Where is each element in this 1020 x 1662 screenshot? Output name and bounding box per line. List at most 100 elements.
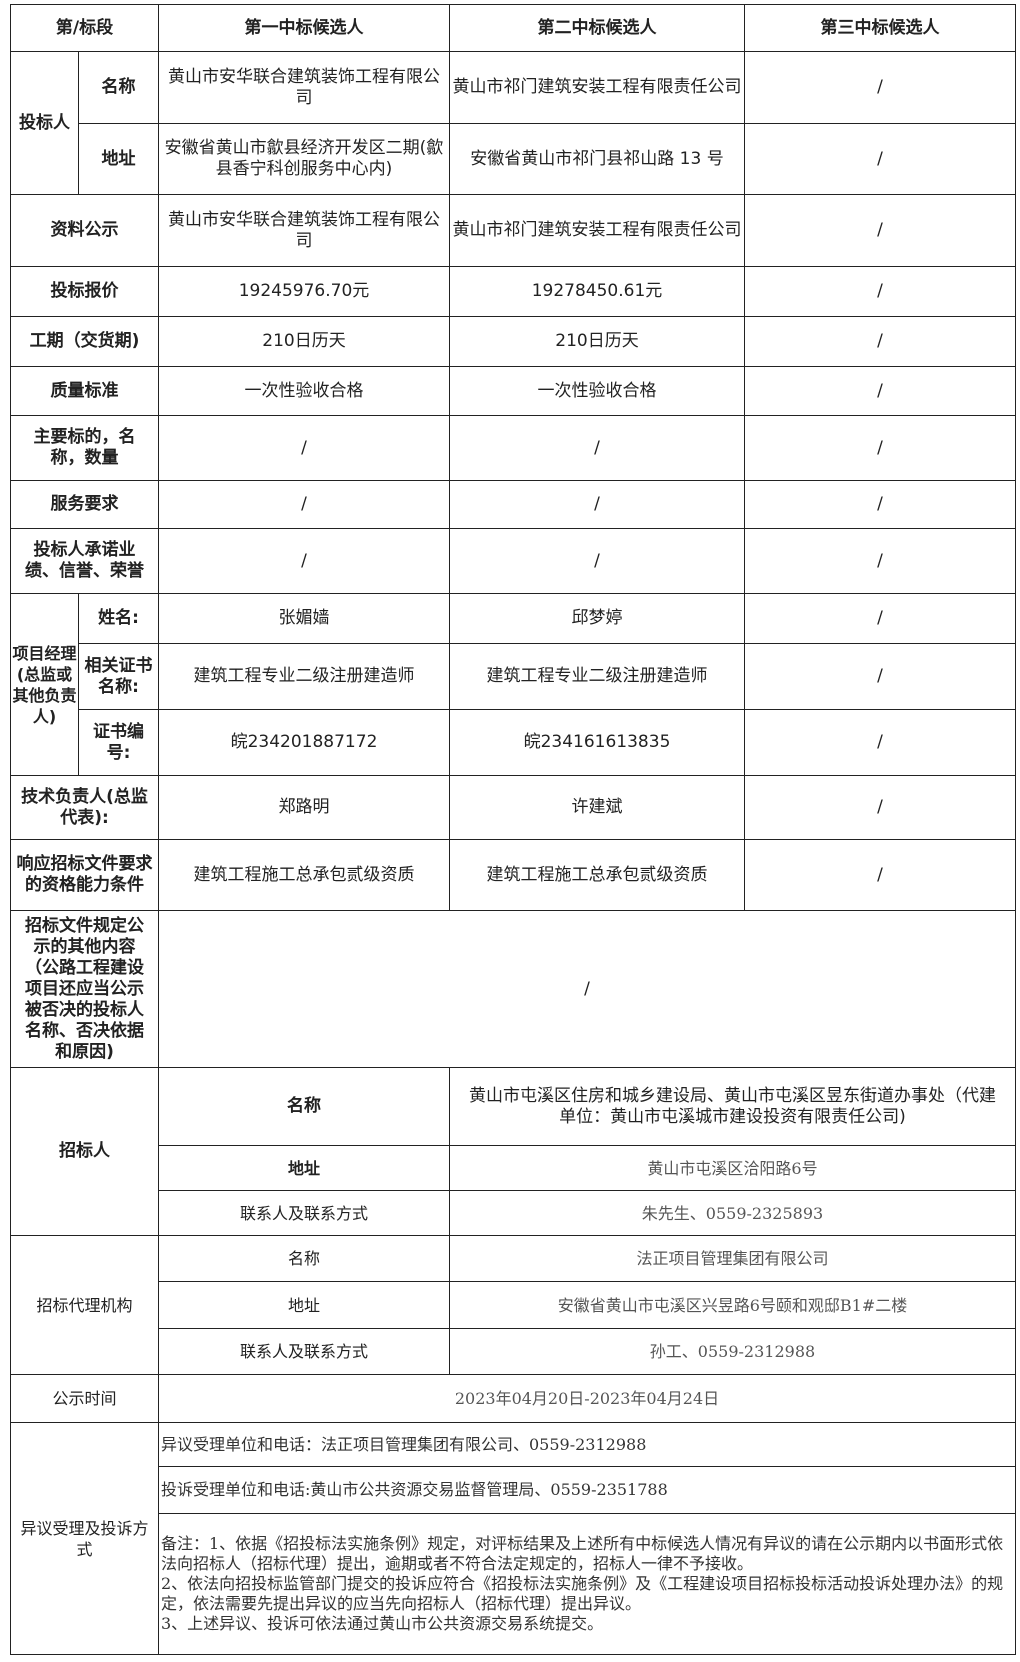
cell: 210日历天 [449, 316, 745, 367]
bid-candidates-table: 第/标段 第一中标候选人 第二中标候选人 第三中标候选人 投标人 名称 黄山市安… [10, 4, 1016, 1655]
row-label: 投标人承诺业绩、信誉、荣誉 [10, 528, 159, 594]
field-label: 名称 [158, 1235, 450, 1282]
row-label: 质量标准 [10, 366, 159, 416]
cell: / [744, 593, 1016, 644]
cell: 安徽省黄山市祁门县祁山路 13 号 [449, 123, 745, 195]
cell: / [158, 910, 1016, 1068]
cell: / [744, 51, 1016, 124]
objection-contact: 异议受理单位和电话：法正项目管理集团有限公司、0559-2312988 [158, 1422, 1016, 1467]
cell: 建筑工程专业二级注册建造师 [449, 643, 745, 710]
row-label: 响应招标文件要求的资格能力条件 [10, 839, 159, 911]
table-row: 投标人承诺业绩、信誉、荣誉 / / / [10, 528, 1016, 594]
complaint-label: 异议受理及投诉方式 [10, 1422, 159, 1655]
cell: 许建斌 [449, 775, 745, 840]
field-label: 地址 [158, 1281, 450, 1329]
agency-name: 法正项目管理集团有限公司 [449, 1235, 1016, 1282]
table-row: 服务要求 / / / [10, 480, 1016, 529]
cell: / [744, 266, 1016, 317]
cell: 建筑工程施工总承包贰级资质 [158, 839, 450, 911]
cell: 张媚嫱 [158, 593, 450, 644]
bidder-name-label: 名称 [78, 51, 159, 124]
row-label: 投标报价 [10, 266, 159, 317]
cell: / [158, 415, 450, 481]
table-row: 异议受理及投诉方式 异议受理单位和电话：法正项目管理集团有限公司、0559-23… [10, 1422, 1016, 1655]
cell: / [744, 775, 1016, 840]
row-label: 资料公示 [10, 194, 159, 267]
table-row: 公示时间 2023年04月20日-2023年04月24日 [10, 1374, 1016, 1423]
agency-contact: 孙工、0559-2312988 [449, 1328, 1016, 1375]
cell: 安徽省黄山市歙县经济开发区二期(歙县香宁科创服务中心内) [158, 123, 450, 195]
cell: / [744, 316, 1016, 367]
table-row: 备注：1、依据《招投标法实施条例》规定，对评标结果及上述所有中标候选人情况有异议… [11, 1513, 1016, 1655]
pm-name-label: 姓名: [78, 593, 159, 644]
cell: / [158, 528, 450, 594]
table-row: 联系人及联系方式 孙工、0559-2312988 [11, 1328, 1016, 1375]
cell: 19278450.61元 [449, 266, 745, 317]
header-section: 第/标段 [10, 4, 159, 52]
cell: 一次性验收合格 [449, 366, 745, 416]
note-2: 2、依法向招投标监管部门提交的投诉应符合《招投标法实施条例》及《工程建设项目招标… [161, 1574, 1004, 1613]
period-label: 公示时间 [10, 1374, 159, 1423]
cell: / [744, 194, 1016, 267]
field-label: 名称 [158, 1067, 450, 1146]
cell: / [449, 480, 745, 529]
cell: 邱梦婷 [449, 593, 745, 644]
bidder-label: 投标人 [10, 51, 79, 195]
cell: / [744, 528, 1016, 594]
cell: / [744, 415, 1016, 481]
table-row: 工期（交货期) 210日历天 210日历天 / [10, 316, 1016, 367]
row-label: 工期（交货期) [10, 316, 159, 367]
table-row: 响应招标文件要求的资格能力条件 建筑工程施工总承包贰级资质 建筑工程施工总承包贰级资… [10, 839, 1016, 911]
cell: 建筑工程专业二级注册建造师 [158, 643, 450, 710]
table-row: 相关证书名称: 建筑工程专业二级注册建造师 建筑工程专业二级注册建造师 / [11, 643, 1016, 710]
cell: 一次性验收合格 [158, 366, 450, 416]
cell: / [158, 480, 450, 529]
table-row: 主要标的，名称，数量 / / / [10, 415, 1016, 481]
table-row: 证书编号: 皖234201887172 皖234161613835/ [11, 709, 1016, 776]
agency-addr: 安徽省黄山市屯溪区兴昱路6号颐和观邸B1#二楼 [449, 1281, 1016, 1329]
field-label: 联系人及联系方式 [158, 1328, 450, 1375]
notes: 备注：1、依据《招投标法实施条例》规定，对评标结果及上述所有中标候选人情况有异议… [158, 1513, 1016, 1655]
pm-label: 项目经理(总监或其他负责人) [10, 593, 79, 776]
cell: 黄山市祁门建筑安装工程有限责任公司 [449, 194, 745, 267]
pm-no-label: 证书编号: [78, 709, 159, 776]
note-3: 3、上述异议、投诉可依法通过黄山市公共资源交易系统提交。 [161, 1614, 604, 1633]
cell: / [744, 709, 1016, 776]
cell: / [744, 839, 1016, 911]
table-row: 资料公示 黄山市安华联合建筑装饰工程有限公司 黄山市祁门建筑安装工程有限责任公司 / [10, 194, 1016, 267]
cell: 建筑工程施工总承包贰级资质 [449, 839, 745, 911]
tenderer-addr: 黄山市屯溪区洽阳路6号 [449, 1145, 1016, 1191]
cell: / [744, 366, 1016, 416]
table-row: 联系人及联系方式 朱先生、0559-2325893 [11, 1190, 1016, 1236]
cell: / [449, 415, 745, 481]
table-row: 地址 安徽省黄山市屯溪区兴昱路6号颐和观邸B1#二楼 [11, 1281, 1016, 1329]
complaint-contact: 投诉受理单位和电话:黄山市公共资源交易监督管理局、0559-2351788 [158, 1466, 1016, 1514]
table-row: 招标人 名称 黄山市屯溪区住房和城乡建设局、黄山市屯溪区昱东街道办事处（代建单位… [10, 1067, 1016, 1236]
cell: 黄山市安华联合建筑装饰工程有限公司 [158, 194, 450, 267]
cell: 郑路明 [158, 775, 450, 840]
period-value: 2023年04月20日-2023年04月24日 [158, 1374, 1016, 1423]
cell: / [744, 123, 1016, 195]
row-label: 主要标的，名称，数量 [10, 415, 159, 481]
cell: / [744, 643, 1016, 710]
cell: / [744, 480, 1016, 529]
table-row: 质量标准 一次性验收合格 一次性验收合格 / [10, 366, 1016, 416]
table-row: 招标代理机构 名称 法正项目管理集团有限公司 [10, 1235, 1016, 1375]
table-row: 地址 安徽省黄山市歙县经济开发区二期(歙县香宁科创服务中心内) 安徽省黄山市祁门… [11, 123, 1016, 195]
cell: 黄山市安华联合建筑装饰工程有限公司 [158, 51, 450, 124]
table-row: 项目经理(总监或其他负责人) 姓名: 张媚嫱 邱梦婷 / [10, 593, 1016, 776]
tenderer-label: 招标人 [10, 1067, 159, 1236]
cell: 皖234201887172 [158, 709, 450, 776]
header-second: 第二中标候选人 [449, 4, 745, 52]
row-label: 招标文件规定公示的其他内容（公路工程建设项目还应当公示被否决的投标人名称、否决依… [10, 910, 159, 1068]
note-1: 备注：1、依据《招投标法实施条例》规定，对评标结果及上述所有中标候选人情况有异议… [161, 1534, 1004, 1573]
tenderer-contact: 朱先生、0559-2325893 [449, 1190, 1016, 1236]
tenderer-name: 黄山市屯溪区住房和城乡建设局、黄山市屯溪区昱东街道办事处（代建单位：黄山市屯溪城… [449, 1067, 1016, 1146]
header-third: 第三中标候选人 [744, 4, 1016, 52]
cell: 210日历天 [158, 316, 450, 367]
table-row: 投标人 名称 黄山市安华联合建筑装饰工程有限公司 黄山市祁门建筑安装工程有限责任… [10, 51, 1016, 195]
field-label: 地址 [158, 1145, 450, 1191]
bidder-addr-label: 地址 [78, 123, 159, 195]
table-row: 投诉受理单位和电话:黄山市公共资源交易监督管理局、0559-2351788 [11, 1466, 1016, 1514]
table-row: 投标报价 19245976.70元 19278450.61元 / [10, 266, 1016, 317]
